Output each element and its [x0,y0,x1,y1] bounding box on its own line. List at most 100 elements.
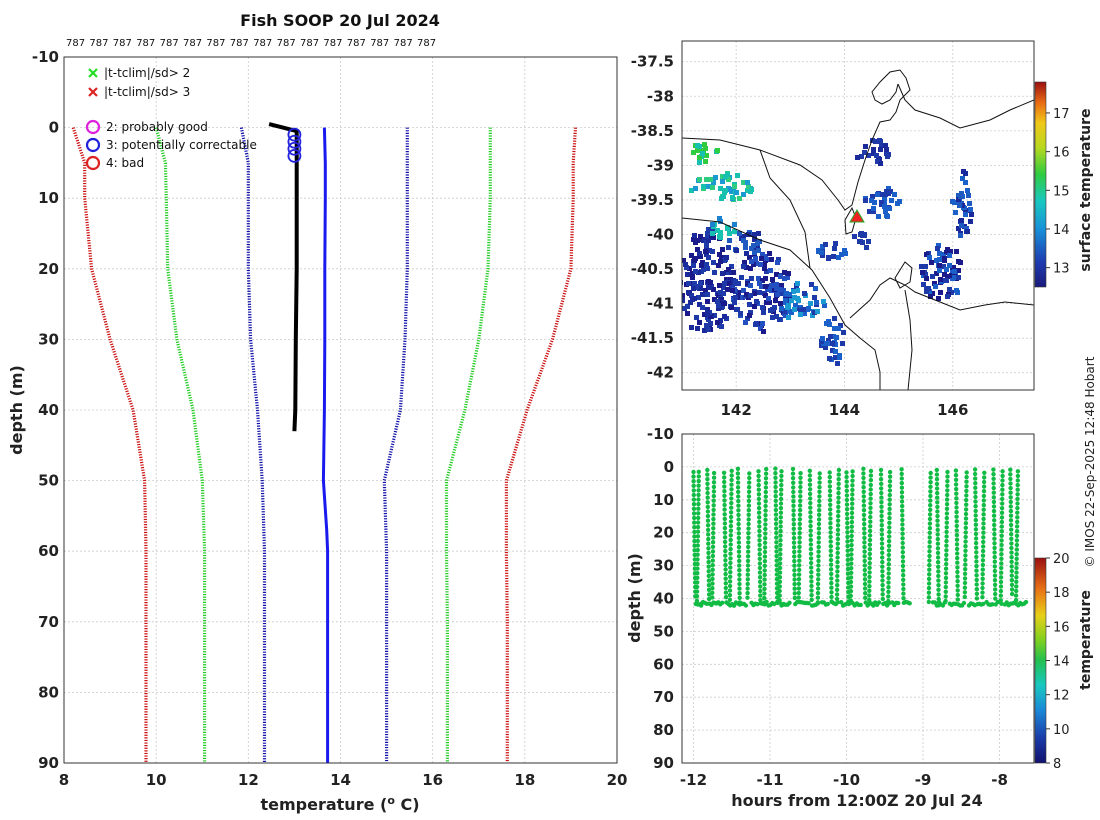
sst-pixel [959,191,964,196]
timeseries-point [723,585,728,591]
profile-ytick-label: 20 [38,260,59,278]
timeseries-point [737,591,742,596]
timeseries-point [736,489,741,495]
timeseries-point [867,561,872,566]
sst-pixel [702,328,707,333]
timeseries-point [1015,473,1021,479]
timeseries-point [828,516,833,521]
timeseries-point [991,472,996,477]
timeseries-point [850,501,855,506]
sst-pixel [945,294,950,299]
timeseries-point [835,555,840,560]
sst-pixel [751,243,756,248]
timeseries-point [944,557,949,562]
timeseries-point [862,554,867,559]
map-xtick-label: 142 [720,401,751,419]
sst-pixel [720,179,725,184]
timeseries-point [980,553,986,558]
sst-pixel [706,227,711,232]
timeseries-point [878,472,884,477]
timeseries-point [809,574,814,579]
timeseries-point [791,512,796,518]
sst-pixel [721,285,726,290]
timeseries-point [723,558,728,563]
timeseries-point [777,565,783,571]
sst-pixel [755,241,760,246]
sst-pixel [812,295,817,300]
timeseries-point [900,517,905,523]
sst-pixel [949,290,954,295]
map-colorbar [1034,81,1047,288]
timeseries-point [828,567,834,572]
timeseries-point [1023,599,1029,605]
timeseries-point [835,536,841,542]
timeseries-point [1009,582,1015,587]
sst-pixel [774,282,779,287]
sst-pixel [703,288,708,293]
timeseries-point [815,581,821,587]
timeseries-point [944,529,949,535]
timeseries-point [981,521,986,526]
timeseries-point [777,579,783,584]
sst-pixel [682,306,687,311]
sst-pixel [712,270,717,275]
timeseries-point [728,510,734,515]
timeseries-point [868,505,873,511]
sst-pixel [704,262,709,267]
sst-pixel [855,155,860,160]
timeseries-point [845,534,850,540]
sst-pixel [705,266,710,271]
timeseries-point [747,471,752,476]
sst-pixel [878,161,883,166]
timeseries-point [722,516,727,522]
profile-count-label: 787 [394,38,413,49]
timeseries-point [936,583,941,588]
timeseries-point [944,534,949,539]
timeseries-point [828,502,833,507]
sst-pixel [871,206,876,211]
timeseries-point [999,538,1004,543]
sst-pixel [759,256,764,261]
timeseries-point [980,595,985,600]
sst-pixel [897,199,902,204]
timeseries-point [900,540,905,546]
timeseries-point [728,574,733,579]
timeseries-point [845,548,850,553]
sst-pixel [879,143,884,148]
timeseries-point [1015,487,1020,492]
timeseries-point [706,569,711,574]
timeseries-point [728,551,733,556]
timeseries-point [778,505,784,511]
sst-pixel [761,310,766,315]
timeseries-colorbar-tick-label: 16 [1053,620,1070,635]
sst-pixel [889,198,894,203]
timeseries-point [723,581,728,586]
timeseries-point [736,521,741,527]
timeseries-point [880,578,885,583]
timeseries-point [907,601,912,606]
timeseries-point [880,587,885,592]
timeseries-point [1014,565,1019,571]
timeseries-point [1009,555,1014,560]
timeseries-point [763,522,768,527]
timeseries-point [722,535,728,540]
timeseries-point [808,523,813,529]
timeseries-point [974,545,979,550]
timeseries-point [792,577,797,582]
sst-pixel [743,320,748,325]
timeseries-point [999,547,1004,552]
timeseries-point [827,498,833,503]
timeseries-point [868,491,873,497]
timeseries-point [980,590,985,595]
timeseries-ytick-label: 90 [653,754,674,772]
sst-pixel [732,184,737,189]
timeseries-point [737,558,742,564]
sst-pixel [786,315,791,320]
timeseries-point [927,530,932,535]
timeseries-point [711,512,716,517]
timeseries-point [815,590,821,596]
sst-pixel [779,291,784,296]
timeseries-point [835,532,841,537]
sst-pixel [948,249,953,254]
profile-ytick-label: 80 [38,683,59,701]
